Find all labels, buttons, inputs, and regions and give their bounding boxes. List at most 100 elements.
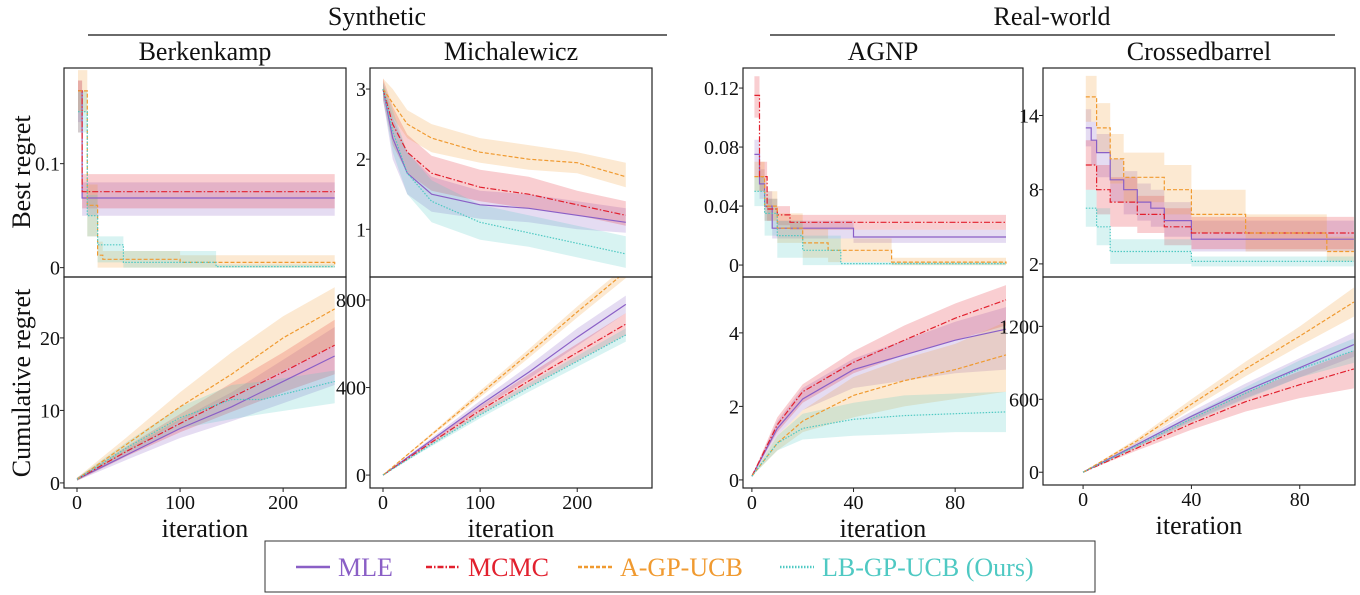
y-tick-label: 8 xyxy=(1029,180,1039,202)
plot-area xyxy=(754,76,1007,266)
legend-item-mcmc: MCMC xyxy=(426,553,549,582)
line-lb-gp-ucb-ours- xyxy=(76,380,335,480)
plot-area xyxy=(76,287,335,481)
line-lb-gp-ucb-ours- xyxy=(382,334,627,476)
panel-frame xyxy=(63,276,347,489)
panels: 0 0.1 Berkenkamp 1 2 3 Michalewicz 0 0.04 0.08 0.1… xyxy=(35,37,1356,543)
legend-label: MCMC xyxy=(468,553,549,582)
x-tick-label: 40 xyxy=(1181,489,1201,511)
x-axis-label: iteration xyxy=(840,514,927,543)
band-a-gp-ucb xyxy=(383,277,626,476)
band-a-gp-ucb xyxy=(1085,75,1354,262)
line-a-gp-ucb xyxy=(382,277,621,476)
x-tick-label: 200 xyxy=(562,492,592,514)
band-lb-gp-ucb-ours- xyxy=(383,82,626,268)
x-axis-label: iteration xyxy=(468,514,555,543)
y-tick-label: 10 xyxy=(40,400,60,422)
band-a-gp-ucb xyxy=(383,78,626,188)
line-a-gp-ucb xyxy=(76,308,335,480)
plot-area xyxy=(1082,287,1355,473)
plot-area xyxy=(78,70,336,268)
y-tick-label: 400 xyxy=(336,378,366,400)
legend-label: MLE xyxy=(338,553,393,582)
line-mcmc xyxy=(76,344,335,480)
band-a-gp-ucb xyxy=(77,287,335,481)
panel-frame xyxy=(1042,276,1356,486)
subplot-title: AGNP xyxy=(848,37,919,66)
line-mcmc xyxy=(754,94,1006,223)
y-tick-label: 1200 xyxy=(999,316,1039,338)
x-tick-label: 0 xyxy=(1078,489,1088,511)
x-axis-label: iteration xyxy=(1156,511,1243,540)
row-label-cumulative-regret: Cumulative regret xyxy=(7,288,36,477)
panel-0: 0 0.1 Berkenkamp xyxy=(35,37,347,280)
legend-box xyxy=(264,540,1096,593)
y-tick-label: 2 xyxy=(729,396,739,418)
line-mcmc xyxy=(1082,368,1355,473)
x-tick-label: 0 xyxy=(72,492,82,514)
band-lb-gp-ucb-ours- xyxy=(78,90,335,268)
band-a-gp-ucb xyxy=(754,161,1006,266)
y-tick-label: 800 xyxy=(336,290,366,312)
x-tick-label: 80 xyxy=(1290,489,1310,511)
subplot-title: Berkenkamp xyxy=(139,37,272,66)
line-mle xyxy=(382,303,627,476)
band-lb-gp-ucb-ours- xyxy=(751,391,1006,477)
plot-area xyxy=(751,285,1007,477)
plot-area xyxy=(382,277,627,476)
plot-area xyxy=(382,78,626,268)
panel-2: 0 0.04 0.08 0.12 AGNP xyxy=(704,37,1024,278)
band-mcmc xyxy=(78,80,335,209)
line-a-gp-ucb xyxy=(751,354,1007,477)
y-tick-label: 2 xyxy=(1029,254,1039,276)
line-mle xyxy=(382,88,626,223)
line-a-gp-ucb xyxy=(78,90,336,265)
y-tick-label: 4 xyxy=(729,323,739,345)
group-label-synthetic: Synthetic xyxy=(328,2,426,31)
band-mcmc xyxy=(77,319,335,481)
band-mle xyxy=(78,80,335,216)
x-tick-label: 100 xyxy=(165,492,195,514)
group-label-real-world: Real-world xyxy=(994,2,1111,31)
line-a-gp-ucb xyxy=(382,88,626,178)
legend-item-lb-gp-ucb-ours-: LB-GP-UCB (Ours) xyxy=(780,553,1034,582)
line-mle xyxy=(1085,127,1354,240)
band-mle xyxy=(1085,109,1354,252)
y-tick-label: 0.1 xyxy=(35,154,60,176)
band-lb-gp-ucb-ours- xyxy=(1085,189,1354,267)
band-mle xyxy=(751,307,1006,477)
panel-3: 2 8 14 Crossedbarrel xyxy=(1019,37,1356,278)
plot-area xyxy=(1085,75,1354,267)
line-lb-gp-ucb-ours- xyxy=(1085,207,1354,262)
y-tick-label: 3 xyxy=(356,79,366,101)
x-tick-label: 100 xyxy=(465,492,495,514)
row-label-best-regret: Best regret xyxy=(7,115,36,229)
band-mcmc xyxy=(751,285,1006,477)
x-tick-label: 0 xyxy=(378,492,388,514)
y-tick-label: 0 xyxy=(729,470,739,492)
line-lb-gp-ucb-ours- xyxy=(754,190,1006,265)
band-mcmc xyxy=(1085,140,1354,250)
subplot-title: Michalewicz xyxy=(444,37,578,66)
y-tick-label: 0.08 xyxy=(704,137,739,159)
y-tick-label: 0 xyxy=(50,473,60,495)
y-tick-label: 0.04 xyxy=(704,196,739,218)
panel-1: 1 2 3 Michalewicz xyxy=(356,37,653,278)
line-mle xyxy=(751,328,1007,477)
x-tick-label: 40 xyxy=(844,492,864,514)
line-mcmc xyxy=(751,299,1007,477)
line-lb-gp-ucb-ours- xyxy=(78,111,335,268)
band-mle xyxy=(754,139,1006,243)
band-mcmc xyxy=(383,78,626,226)
legend: MLE MCMC A-GP-UCB LB-GP-UCB (Ours) xyxy=(264,540,1096,593)
panel-frame xyxy=(369,276,653,489)
line-lb-gp-ucb-ours- xyxy=(1082,350,1355,473)
subplot-title: Crossedbarrel xyxy=(1127,37,1271,66)
y-tick-label: 0 xyxy=(729,255,739,277)
y-tick-label: 0 xyxy=(50,258,60,280)
y-tick-label: 20 xyxy=(40,328,60,350)
legend-label: LB-GP-UCB (Ours) xyxy=(822,553,1034,582)
legend-items: MLE MCMC A-GP-UCB LB-GP-UCB (Ours) xyxy=(296,553,1034,582)
